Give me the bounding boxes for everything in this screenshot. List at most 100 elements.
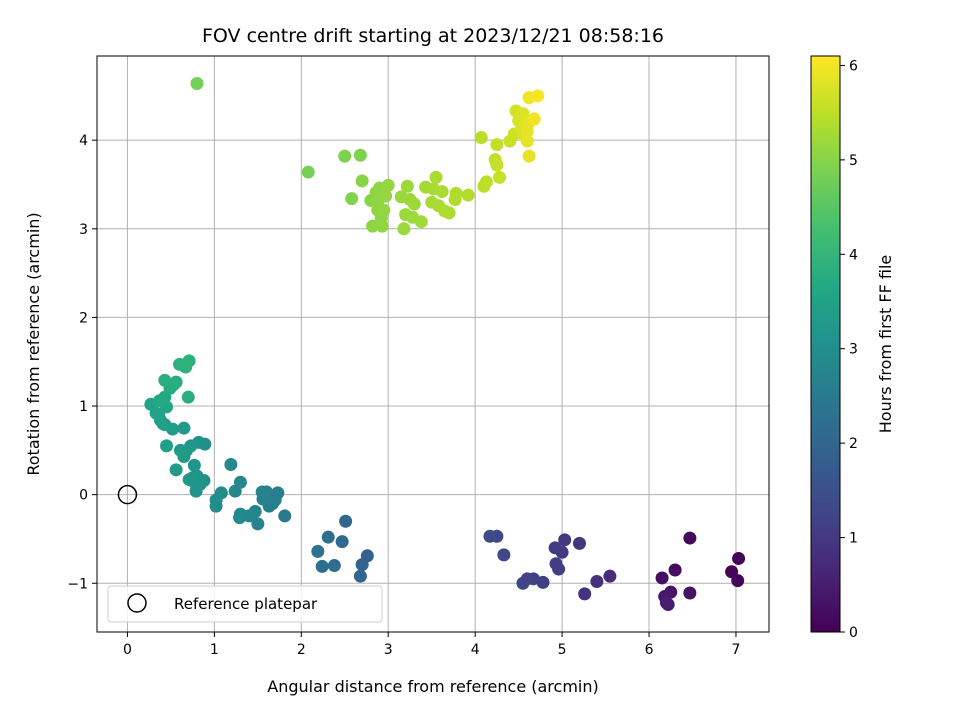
scatter-point [158,373,172,387]
scatter-point [311,544,325,558]
scatter-point [520,134,534,148]
scatter-point [414,215,428,229]
scatter-point [381,178,395,192]
plot-frame [96,55,770,633]
scatter-point [190,76,204,90]
scatter-point [490,138,504,152]
scatter-point [301,165,315,179]
colorbar-tick-label: 5 [849,153,858,169]
scatter-point [224,458,238,472]
scatter-points [144,76,746,612]
scatter-point [659,596,673,610]
colorbar-frame [810,55,841,633]
scatter-point [558,533,572,547]
scatter-point [187,458,201,472]
scatter-point [548,541,562,555]
legend-label: Reference platepar [174,595,318,613]
y-axis-label: Rotation from reference (arcmin) [24,212,43,475]
scatter-point [435,185,449,199]
scatter-point [731,574,745,588]
scatter-point [355,174,369,188]
colorbar-tick-label: 4 [849,247,858,263]
scatter-point [379,189,393,203]
y-tick-label: 1 [79,399,88,415]
scatter-point [338,149,352,163]
scatter-point [449,186,463,200]
y-tick-label: 0 [79,488,88,504]
x-tick-label: 5 [558,642,567,658]
scatter-point [366,219,380,233]
scatter-point [160,439,174,453]
colorbar-tick-label: 0 [849,625,858,641]
scatter-point [169,375,183,389]
scatter-point [335,535,349,549]
chart-title: FOV centre drift starting at 2023/12/21 … [202,25,664,47]
scatter-point [429,170,443,184]
x-tick-label: 4 [471,642,480,658]
scatter-point [668,563,682,577]
scatter-point [442,206,456,220]
colorbar-tick-label: 3 [849,342,858,358]
scatter-point [375,219,389,233]
scatter-point [603,569,617,583]
legend-box [107,585,383,623]
scatter-point [327,559,341,573]
y-tick-label: 3 [79,222,88,238]
scatter-point [397,222,411,236]
y-tick-label: 4 [79,133,88,149]
scatter-point [522,149,536,163]
scatter-point [516,576,530,590]
scatter-point [228,484,242,498]
scatter-point [493,170,507,184]
y-tick-label: 2 [79,310,88,326]
scatter-point [355,558,369,572]
x-tick-label: 6 [645,642,654,658]
scatter-point [353,148,367,162]
scatter-point [181,390,195,404]
scatter-point [590,574,604,588]
scatter-point [400,179,414,193]
x-axis-label: Angular distance from reference (arcmin) [267,677,598,696]
scatter-point [461,188,475,202]
scatter-point [572,536,586,550]
scatter-point [339,514,353,528]
scatter-point [732,551,746,565]
scatter-point [278,509,292,523]
x-tick-label: 0 [123,642,132,658]
scatter-point [407,197,421,211]
colorbar-tick-label: 6 [849,58,858,74]
scatter-point [552,562,566,576]
scatter-point [255,485,269,499]
scatter-point [182,354,196,368]
scatter-point [527,112,541,126]
scatter-point [177,421,191,435]
scatter-point [683,586,697,600]
scatter-point [173,443,187,457]
colorbar: 0 1 2 3 4 5 6 Hours from first FF file [810,55,895,641]
reference-point-marker [117,484,138,505]
x-tick-label: 2 [297,642,306,658]
x-tick-label: 1 [210,642,219,658]
scatter-point [315,559,329,573]
x-axis-ticks: 0 1 2 3 4 5 6 7 [123,632,740,658]
x-tick-label: 3 [384,642,393,658]
scatter-point [474,131,488,145]
scatter-point [683,531,697,545]
scatter-point [251,517,265,531]
scatter-point [490,158,504,172]
scatter-point [655,571,669,585]
scatter-point [353,569,367,583]
scatter-point [578,587,592,601]
scatter-point [321,530,335,544]
x-tick-label: 7 [732,642,741,658]
scatter-point [377,203,391,217]
legend-marker-icon [127,593,147,613]
scatter-point [483,529,497,543]
grid-lines [97,56,769,632]
scatter-point [497,548,511,562]
colorbar-gradient [811,56,840,632]
y-tick-label: −1 [67,576,88,592]
scatter-point [209,499,223,513]
colorbar-tick-label: 1 [849,531,858,547]
